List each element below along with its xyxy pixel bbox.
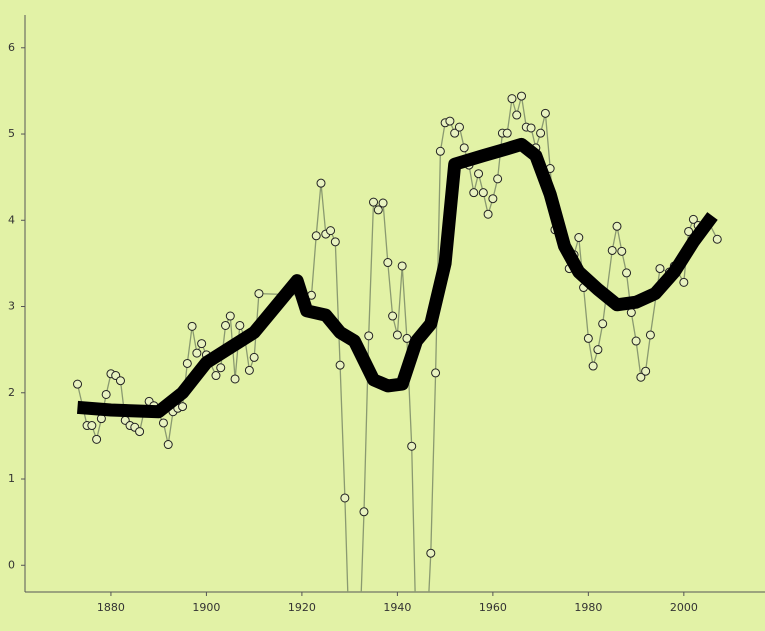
data-point xyxy=(612,221,622,231)
data-point xyxy=(364,331,374,341)
data-point xyxy=(249,352,259,362)
x-tick-label: 1960 xyxy=(479,601,507,614)
data-point xyxy=(135,427,145,437)
data-point xyxy=(392,330,402,340)
y-tick-label: 0 xyxy=(8,558,15,571)
data-point xyxy=(383,258,393,268)
x-tick-label: 1880 xyxy=(97,601,125,614)
data-point xyxy=(583,333,593,343)
data-point xyxy=(483,209,493,219)
data-point xyxy=(230,374,240,384)
data-point xyxy=(197,339,207,349)
data-point xyxy=(254,289,264,299)
data-point xyxy=(244,365,254,375)
data-point xyxy=(101,389,111,399)
data-point xyxy=(216,363,226,373)
data-point xyxy=(211,371,221,381)
data-point xyxy=(712,234,722,244)
x-tick-label: 1980 xyxy=(574,601,602,614)
data-point xyxy=(378,198,388,208)
data-point xyxy=(311,231,321,241)
data-point xyxy=(73,379,83,389)
data-point xyxy=(187,321,197,331)
data-point xyxy=(163,440,173,450)
plot-area xyxy=(25,15,765,592)
data-point xyxy=(502,128,512,138)
data-point xyxy=(593,345,603,355)
data-point xyxy=(182,358,192,368)
data-point xyxy=(397,261,407,271)
data-point xyxy=(340,493,350,503)
data-point xyxy=(158,418,168,428)
y-tick-label: 5 xyxy=(8,127,15,140)
data-point xyxy=(622,268,632,278)
data-point xyxy=(115,376,125,386)
data-point xyxy=(488,194,498,204)
data-point xyxy=(369,197,379,207)
x-tick-label: 1940 xyxy=(383,601,411,614)
data-point xyxy=(359,507,369,517)
data-point xyxy=(493,174,503,184)
data-point xyxy=(684,226,694,236)
data-point xyxy=(92,434,102,444)
data-point xyxy=(474,169,484,179)
data-point xyxy=(445,116,455,126)
data-point xyxy=(192,348,202,358)
data-point xyxy=(688,214,698,224)
y-tick-label: 6 xyxy=(8,41,15,54)
data-point xyxy=(536,128,546,138)
data-point xyxy=(335,360,345,370)
data-point xyxy=(316,178,326,188)
data-point xyxy=(526,123,536,133)
data-point xyxy=(330,237,340,247)
data-point xyxy=(87,421,97,431)
data-point xyxy=(426,548,436,558)
data-point xyxy=(631,336,641,346)
data-point xyxy=(235,320,245,330)
y-tick-label: 1 xyxy=(8,472,15,485)
trend-line xyxy=(76,137,718,419)
data-point xyxy=(478,188,488,198)
data-point xyxy=(407,441,417,451)
data-point xyxy=(431,368,441,378)
y-tick-label: 2 xyxy=(8,386,15,399)
data-point xyxy=(607,245,617,255)
data-point xyxy=(655,264,665,274)
data-point xyxy=(454,122,464,132)
data-point xyxy=(459,143,469,153)
data-point xyxy=(507,94,517,104)
data-point xyxy=(221,320,231,330)
data-point xyxy=(517,91,527,101)
data-point xyxy=(450,128,460,138)
data-point xyxy=(178,402,188,412)
data-point xyxy=(636,372,646,382)
data-point xyxy=(373,205,383,215)
x-tick-label: 1920 xyxy=(288,601,316,614)
data-point xyxy=(679,277,689,287)
data-point xyxy=(469,188,479,198)
data-point xyxy=(512,110,522,120)
data-point xyxy=(598,319,608,329)
data-point xyxy=(617,246,627,256)
data-point xyxy=(574,233,584,243)
data-point xyxy=(641,366,651,376)
y-tick-label: 4 xyxy=(8,213,15,226)
y-tick-label: 3 xyxy=(8,300,15,313)
data-point xyxy=(435,146,445,156)
x-tick-label: 1900 xyxy=(192,601,220,614)
data-point xyxy=(540,108,550,118)
data-point xyxy=(225,311,235,321)
x-tick-label: 2000 xyxy=(670,601,698,614)
data-point xyxy=(588,361,598,371)
data-point xyxy=(645,330,655,340)
data-point xyxy=(326,226,336,236)
plot-layer xyxy=(73,91,722,592)
data-point xyxy=(388,311,398,321)
